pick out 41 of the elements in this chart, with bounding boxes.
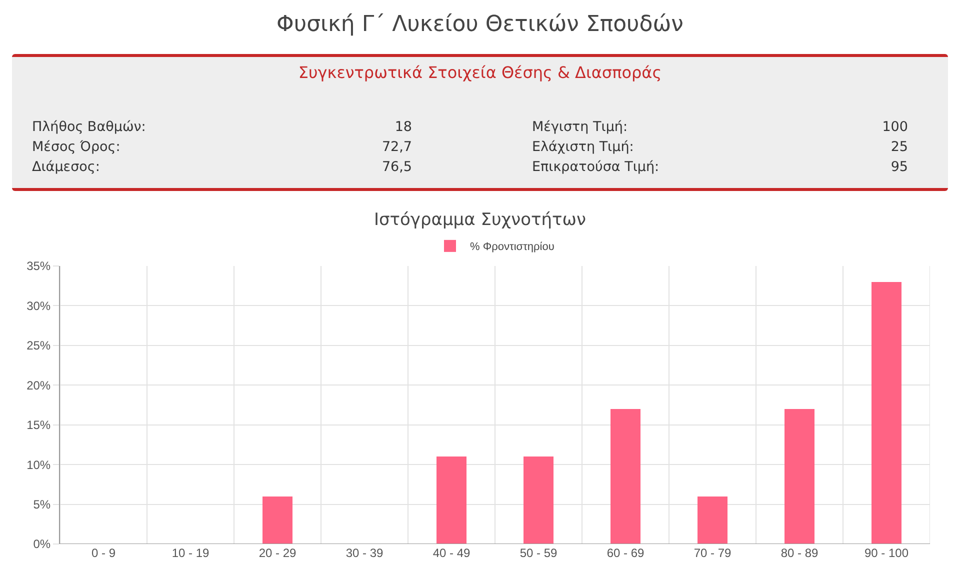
text: 25	[890, 139, 908, 155]
legend-label: % Φροντιστηρίου	[470, 241, 554, 254]
y-tick-label: 5%	[33, 497, 51, 512]
text: 18	[394, 119, 412, 135]
x-tick-label: 0 - 9	[91, 546, 116, 560]
text: Πλήθος Βαθμών:	[32, 119, 147, 135]
x-tick-label: 30 - 39	[346, 546, 384, 560]
text: Φυσική Γ΄ Λυκείου Θετικών Σπουδών	[276, 12, 684, 39]
y-tick-label: 35%	[26, 259, 51, 274]
bar	[871, 282, 902, 544]
y-tick-label: 30%	[26, 298, 51, 313]
bar	[697, 496, 728, 544]
bar	[436, 456, 467, 544]
x-tick-label: 50 - 59	[520, 546, 558, 560]
x-tick-label: 60 - 69	[606, 546, 645, 560]
x-tick-label: 70 - 79	[694, 546, 732, 560]
chart-title: Ιστόγραμμα Συχνοτήτων	[374, 210, 586, 230]
y-tick-label: 0%	[33, 537, 51, 552]
x-tick-label: 20 - 29	[258, 546, 297, 560]
bar	[784, 408, 815, 544]
y-tick-label: 25%	[26, 338, 51, 353]
x-tick-label: 10 - 19	[172, 546, 210, 560]
text: Επικρατούσα Τιμή:	[532, 159, 660, 175]
text: 100	[881, 119, 908, 135]
bar	[523, 456, 554, 544]
text: 72,7	[380, 139, 412, 155]
x-tick-label: 90 - 100	[864, 546, 909, 560]
bar	[610, 408, 641, 544]
text: 95	[890, 159, 908, 175]
y-tick-label: 15%	[26, 418, 51, 432]
bar	[262, 496, 293, 544]
y-tick-label: 10%	[26, 458, 51, 472]
text: Μέσος Όρος:	[32, 139, 122, 155]
y-tick-label: 20%	[26, 378, 51, 392]
text: Συγκεντρωτικά Στοιχεία Θέσης & Διασποράς	[297, 62, 663, 82]
text: Διάμεσος:	[32, 159, 101, 175]
x-tick-label: 40 - 49	[432, 546, 471, 560]
text: Μέγιστη Τιμή:	[532, 119, 629, 135]
x-tick-label: 80 - 89	[780, 546, 819, 560]
text: 76,5	[380, 159, 412, 175]
text: Ελάχιστη Τιμή:	[532, 139, 635, 155]
